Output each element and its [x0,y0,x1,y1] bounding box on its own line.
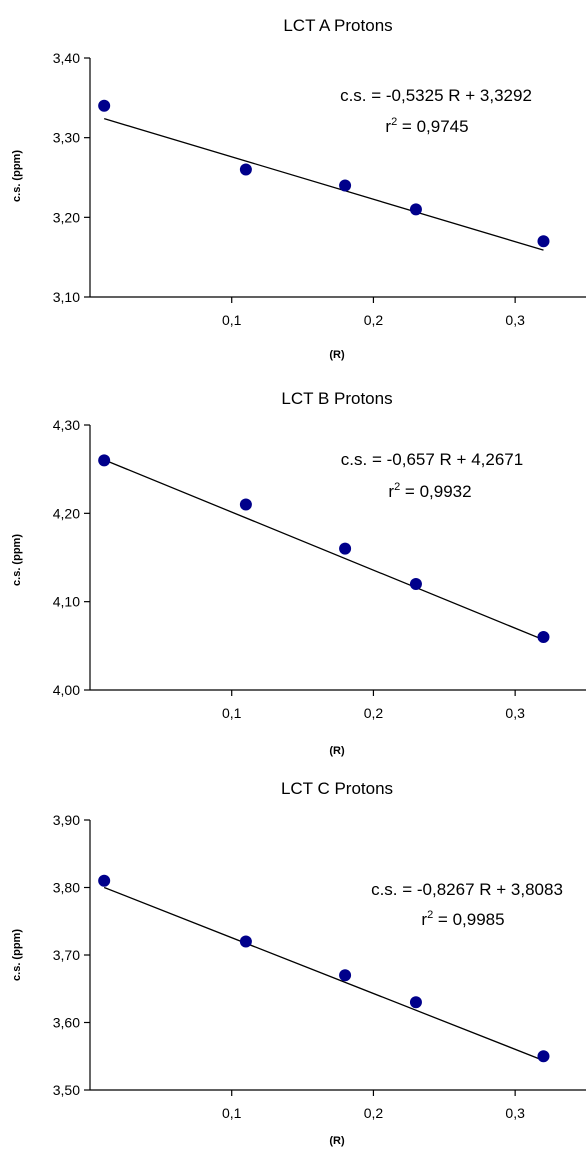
y-tick-label: 3,60 [53,1015,80,1031]
chart-lct-a: LCT A Protons c.s. (ppm) (R) 3,10 3,20 3,3… [11,16,586,361]
y-axis-label: c.s. (ppm) [11,534,23,586]
data-point [239,163,252,176]
chart-title: LCT B Protons [281,389,392,408]
chart-lct-b: LCT B Protons c.s. (ppm) (R) 4,00 4,10 4,2… [11,389,586,757]
y-tick-label: 3,70 [53,947,80,963]
axes [84,819,586,1096]
y-tick-label: 4,20 [53,505,80,521]
data-point [98,874,111,887]
x-tick-label: 0,3 [505,705,525,721]
data-point [409,578,422,590]
trendline [103,118,544,251]
axes [84,424,586,696]
trendline-line [103,459,544,641]
tick-labels: 3,50 3,60 3,70 3,80 3,90 0,1 0,2 0,3 [53,812,525,1121]
y-tick-label: 3,30 [53,130,80,146]
data-point [537,631,550,643]
data-point [339,542,352,555]
x-tick-label: 0,1 [222,312,242,328]
data-point [339,179,352,192]
y-tick-label: 3,10 [53,289,80,305]
data-points [98,874,550,1063]
x-tick-label: 0,3 [505,312,525,328]
chart-title: LCT C Protons [281,779,393,798]
data-point [537,1050,550,1063]
y-tick-label: 3,50 [53,1082,80,1098]
y-tick-label: 3,20 [53,209,80,225]
tick-labels: 3,10 3,20 3,30 3,40 0,1 0,2 0,3 [53,50,525,328]
equation-label: c.s. = -0,8267 R + 3,8083 [371,880,563,899]
data-point [98,99,111,112]
data-points [98,454,550,643]
trendline [103,886,544,1062]
x-axis-label: (R) [329,349,345,361]
x-axis-label: (R) [329,745,345,757]
data-point [239,935,252,948]
tick-labels: 4,00 4,10 4,20 4,30 0,1 0,2 0,3 [53,417,525,721]
x-tick-label: 0,2 [364,1105,384,1121]
data-points [98,99,550,248]
equation-label: c.s. = -0,5325 R + 3,3292 [340,86,532,105]
x-tick-label: 0,1 [222,1105,242,1121]
y-axis-label: c.s. (ppm) [11,150,23,202]
x-tick-label: 0,2 [364,312,384,328]
chart-title: LCT A Protons [283,16,392,35]
data-point [409,203,422,216]
y-tick-label: 4,00 [53,682,80,698]
trendline-line [103,886,544,1062]
trendline-line [103,118,544,251]
y-tick-label: 3,90 [53,812,80,828]
x-tick-label: 0,3 [505,1105,525,1121]
y-axis-label: c.s. (ppm) [11,929,23,981]
axes [84,57,586,303]
y-tick-label: 3,80 [53,880,80,896]
r-squared-label: r2 = 0,9932 [388,481,471,501]
data-point [409,996,422,1009]
y-tick-label: 4,10 [53,594,80,610]
data-point [339,969,352,982]
data-point [239,498,252,511]
equation-label: c.s. = -0,657 R + 4,2671 [341,450,523,469]
data-point [98,454,111,467]
x-tick-label: 0,1 [222,705,242,721]
data-point [537,235,550,248]
r-squared-label: r2 = 0,9745 [385,116,468,136]
y-tick-label: 3,40 [53,50,80,66]
r-squared-label: r2 = 0,9985 [421,909,504,929]
trendline [103,459,544,641]
x-axis-label: (R) [329,1135,345,1147]
x-tick-label: 0,2 [364,705,384,721]
y-tick-label: 4,30 [53,417,80,433]
chart-lct-c: LCT C Protons c.s. (ppm) (R) 3,50 3,60 3,7… [11,779,586,1147]
